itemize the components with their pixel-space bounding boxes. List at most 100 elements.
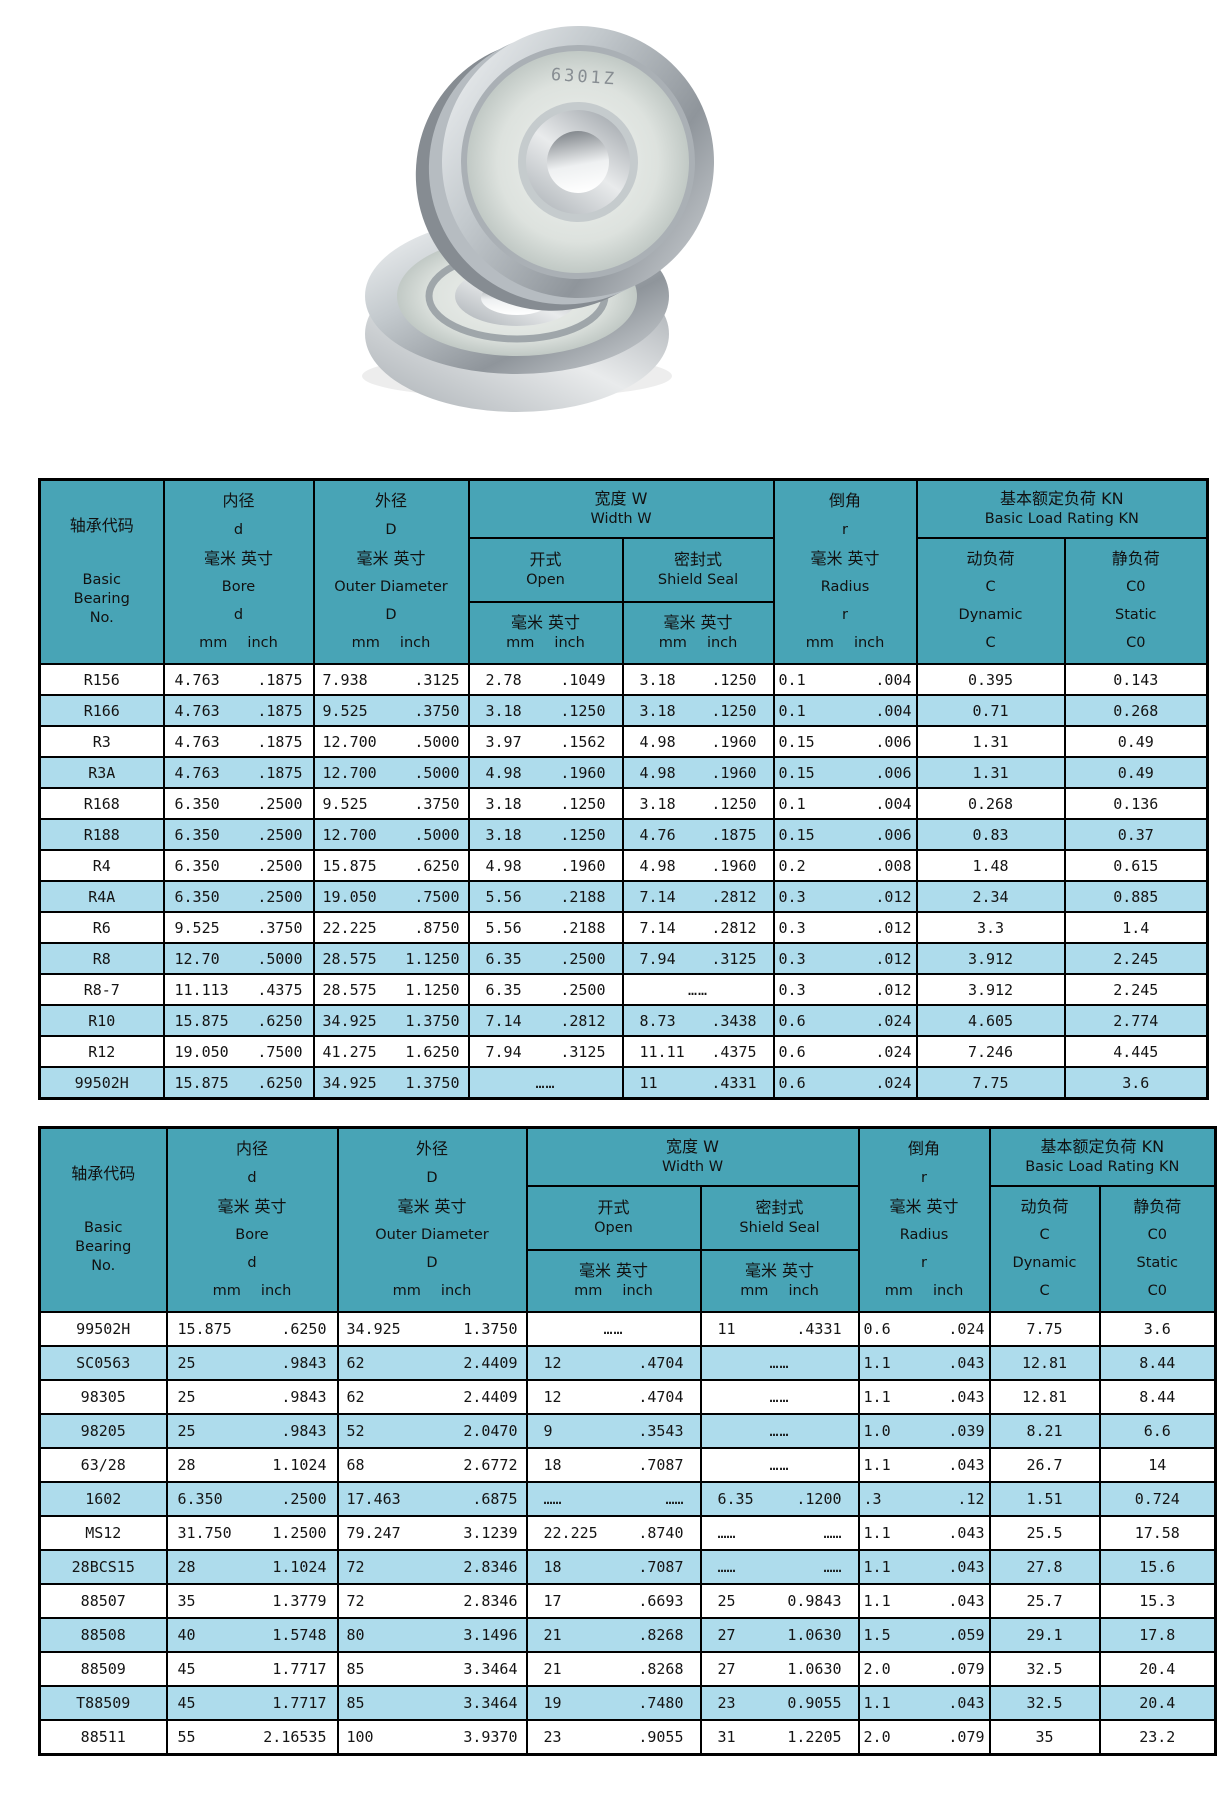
cell-static-load: 23.2 xyxy=(1098,1719,1217,1756)
cell-radius: 0.1.004 xyxy=(772,694,918,727)
table-row: R8 12.70.5000 28.575 1.1250 6.35.2500 7.94.31… xyxy=(38,942,1209,975)
cell-bearing-code: 88508 xyxy=(38,1617,168,1653)
col-header-dynamic-load: 动负荷 C Dynamic C xyxy=(988,1184,1101,1313)
cell-width-open: 19.7480 xyxy=(525,1685,702,1721)
cell-width-open: 5.56.2188 xyxy=(467,880,624,913)
col-header-dynamic-load: 动负荷 C Dynamic C xyxy=(915,536,1066,665)
cell-bearing-code: 98305 xyxy=(38,1379,168,1415)
table-row: SC0563 25.9843 62 2.4409 12.4704…… 1.1.043 12.… xyxy=(38,1345,1217,1381)
cell-bore: 15.875.6250 xyxy=(162,1066,315,1100)
cell-width-open: 22.225.8740 xyxy=(525,1515,702,1551)
cell-dynamic-load: 32.5 xyxy=(988,1685,1101,1721)
cell-static-load: 20.4 xyxy=(1098,1685,1217,1721)
cell-width-shield-seal: 8.73.3438 xyxy=(621,1004,775,1037)
cell-static-load: 2.245 xyxy=(1063,973,1209,1006)
cell-dynamic-load: 29.1 xyxy=(988,1617,1101,1653)
spec-table-1: 轴承代码 Basic Bearing No. 内径 d 毫米 英寸 Bore d… xyxy=(38,478,1210,1100)
cell-radius: 0.3.012 xyxy=(772,911,918,944)
cell-static-load: 8.44 xyxy=(1098,1345,1217,1381)
cell-static-load: 1.4 xyxy=(1063,911,1209,944)
col-header-code-zh: 轴承代码 xyxy=(69,516,134,536)
cell-dynamic-load: 4.605 xyxy=(915,1004,1066,1037)
cell-width-open: 21.8268 xyxy=(525,1651,702,1687)
cell-width-shield-seal: 4.98.1960 xyxy=(621,756,775,789)
cell-bore: 19.050.7500 xyxy=(162,1035,315,1068)
cell-bearing-code: T88509 xyxy=(38,1685,168,1721)
cell-bearing-code: R4A xyxy=(38,880,165,913)
cell-static-load: 0.615 xyxy=(1063,849,1209,882)
col-header-seal-units: 毫米 英寸 mm inch xyxy=(699,1249,860,1313)
cell-width-shield-seal: 11.4331 xyxy=(621,1066,775,1100)
cell-static-load: 17.8 xyxy=(1098,1617,1217,1653)
cell-radius: 0.3.012 xyxy=(772,973,918,1006)
cell-bore: 6.350.2500 xyxy=(165,1481,339,1517)
cell-bearing-code: R8-7 xyxy=(38,973,165,1006)
cell-radius: 0.15.006 xyxy=(772,725,918,758)
cell-width-shield-seal: 25 0.9843 xyxy=(699,1583,860,1619)
cell-static-load: 0.49 xyxy=(1063,756,1209,789)
cell-bore: 40 1.5748 xyxy=(165,1617,339,1653)
table-row: R166 4.763.1875 9.525.3750 3.18.1250 3.18.12… xyxy=(38,694,1209,727)
cell-bore: 25.9843 xyxy=(165,1345,339,1381)
cell-width-open: 21.8268 xyxy=(525,1617,702,1653)
cell-radius: 0.15.006 xyxy=(772,756,918,789)
table-row: 98305 25.9843 62 2.4409 12.4704…… 1.1.043 12.8… xyxy=(38,1379,1217,1415)
cell-width-open: ………… xyxy=(525,1481,702,1517)
cell-width-shield-seal: 4.98.1960 xyxy=(621,725,775,758)
table-row: R168 6.350.2500 9.525.3750 3.18.1250 3.18.12… xyxy=(38,787,1209,820)
cell-outer-diameter: 34.925 1.3750 xyxy=(312,1004,470,1037)
cell-outer-diameter: 34.925 1.3750 xyxy=(312,1066,470,1100)
col-header-shield-seal: 密封式 Shield Seal xyxy=(621,536,775,603)
cell-bore: 35 1.3779 xyxy=(165,1583,339,1619)
cell-width-open: 17.6693 xyxy=(525,1583,702,1619)
table-row: 99502H 15.875.6250 34.925 1.3750…… 11.4331 0.… xyxy=(38,1311,1217,1347)
cell-width-open: 6.35.2500 xyxy=(467,942,624,975)
cell-dynamic-load: 0.83 xyxy=(915,818,1066,851)
cell-width-open: 18.7087 xyxy=(525,1549,702,1585)
col-header-bore: 内径 d 毫米 英寸 Bore d mm inch xyxy=(165,1126,339,1313)
cell-bearing-code: R3 xyxy=(38,725,165,758)
cell-outer-diameter: 19.050.7500 xyxy=(312,880,470,913)
col-header-open: 开式 Open xyxy=(525,1184,702,1251)
cell-bearing-code: 1602 xyxy=(38,1481,168,1517)
cell-outer-diameter: 72 2.8346 xyxy=(336,1549,528,1585)
cell-bore: 45 1.7717 xyxy=(165,1651,339,1687)
cell-width-shield-seal: 3.18.1250 xyxy=(621,663,775,696)
cell-dynamic-load: 1.51 xyxy=(988,1481,1101,1517)
cell-bore: 4.763.1875 xyxy=(162,756,315,789)
cell-radius: 0.6.024 xyxy=(857,1311,991,1347)
cell-bore: 15.875.6250 xyxy=(165,1311,339,1347)
cell-bearing-code: 88509 xyxy=(38,1651,168,1687)
cell-bearing-code: 99502H xyxy=(38,1311,168,1347)
cell-bearing-code: R166 xyxy=(38,694,165,727)
cell-bearing-code: R3A xyxy=(38,756,165,789)
col-header-outer-diameter: 外径 D 毫米 英寸 Outer Diameter D mm inch xyxy=(336,1126,528,1313)
bearing-product-image: 6301Z xyxy=(362,26,714,412)
cell-outer-diameter: 15.875.6250 xyxy=(312,849,470,882)
cell-width-shield-seal: 3.18.1250 xyxy=(621,694,775,727)
col-header-code: 轴承代码 Basic Bearing No. xyxy=(38,1126,168,1313)
table-row: 1602 6.350.2500 17.463.6875………… 6.35.1200.3… xyxy=(38,1481,1217,1517)
cell-dynamic-load: 1.31 xyxy=(915,725,1066,758)
cell-width-shield-seal: 3.18.1250 xyxy=(621,787,775,820)
col-header-static-load: 静负荷 C0 Static C0 xyxy=(1063,536,1209,665)
cell-width-open: 3.18.1250 xyxy=(467,787,624,820)
cell-outer-diameter: 72 2.8346 xyxy=(336,1583,528,1619)
cell-outer-diameter: 7.938.3125 xyxy=(312,663,470,696)
cell-static-load: 0.143 xyxy=(1063,663,1209,696)
cell-outer-diameter: 12.700.5000 xyxy=(312,725,470,758)
cell-bearing-code: R6 xyxy=(38,911,165,944)
cell-bearing-code: 88511 xyxy=(38,1719,168,1756)
cell-static-load: 15.3 xyxy=(1098,1583,1217,1619)
cell-bore: 25.9843 xyxy=(165,1379,339,1415)
cell-static-load: 0.136 xyxy=(1063,787,1209,820)
cell-bore: 6.350.2500 xyxy=(162,787,315,820)
cell-width-open: 3.18.1250 xyxy=(467,818,624,851)
col-header-shield-seal: 密封式 Shield Seal xyxy=(699,1184,860,1251)
cell-radius: 1.1.043 xyxy=(857,1345,991,1381)
col-header-load-group: 基本额定负荷 KN Basic Load Rating KN xyxy=(915,478,1209,539)
cell-bore: 55 2.16535 xyxy=(165,1719,339,1756)
cell-dynamic-load: 27.8 xyxy=(988,1549,1101,1585)
cell-dynamic-load: 35 xyxy=(988,1719,1101,1756)
cell-width-open: 23.9055 xyxy=(525,1719,702,1756)
